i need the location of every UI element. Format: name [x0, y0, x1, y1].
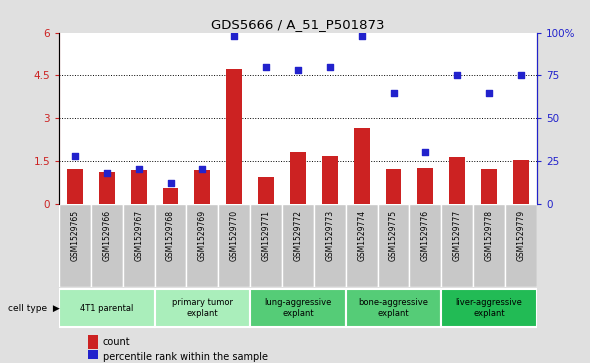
Bar [227, 69, 242, 204]
FancyBboxPatch shape [378, 204, 409, 287]
Text: primary tumor
explant: primary tumor explant [172, 298, 233, 318]
Bar [418, 168, 433, 204]
FancyBboxPatch shape [155, 289, 250, 327]
Bar [450, 158, 465, 204]
Text: lung-aggressive
explant: lung-aggressive explant [264, 298, 332, 318]
Bar [481, 169, 497, 204]
Bar [99, 172, 114, 204]
Text: GSM1529778: GSM1529778 [484, 210, 494, 261]
Point [357, 33, 366, 39]
FancyBboxPatch shape [250, 204, 282, 287]
Text: GSM1529772: GSM1529772 [293, 210, 303, 261]
FancyBboxPatch shape [441, 204, 473, 287]
Point [134, 167, 143, 172]
Bar [322, 156, 337, 204]
Text: 4T1 parental: 4T1 parental [80, 303, 133, 313]
Point [325, 64, 335, 70]
FancyBboxPatch shape [346, 204, 378, 287]
Point [421, 150, 430, 155]
Title: GDS5666 / A_51_P501873: GDS5666 / A_51_P501873 [211, 19, 385, 32]
FancyBboxPatch shape [505, 204, 537, 287]
Bar [386, 169, 401, 204]
FancyBboxPatch shape [314, 204, 346, 287]
FancyBboxPatch shape [59, 289, 155, 327]
Point [102, 170, 112, 176]
FancyBboxPatch shape [186, 204, 218, 287]
Bar [195, 170, 210, 204]
Point [293, 68, 303, 73]
Point [230, 33, 239, 39]
Bar [67, 169, 83, 204]
Text: GSM1529773: GSM1529773 [325, 210, 335, 261]
Text: GSM1529766: GSM1529766 [102, 210, 112, 261]
Point [484, 90, 494, 95]
Point [198, 167, 207, 172]
Point [453, 73, 462, 78]
FancyBboxPatch shape [346, 289, 441, 327]
Text: GSM1529768: GSM1529768 [166, 210, 175, 261]
Text: GSM1529777: GSM1529777 [453, 210, 462, 261]
Bar [88, 335, 98, 349]
Text: GSM1529770: GSM1529770 [230, 210, 239, 261]
FancyBboxPatch shape [282, 204, 314, 287]
FancyBboxPatch shape [59, 204, 91, 287]
Point [166, 180, 175, 186]
FancyBboxPatch shape [473, 204, 505, 287]
Bar [163, 188, 179, 204]
FancyBboxPatch shape [409, 204, 441, 287]
Text: GSM1529771: GSM1529771 [261, 210, 271, 261]
FancyBboxPatch shape [441, 289, 537, 327]
Point [516, 73, 526, 78]
FancyBboxPatch shape [218, 204, 250, 287]
FancyBboxPatch shape [155, 204, 186, 287]
Text: GSM1529779: GSM1529779 [516, 210, 526, 261]
Text: bone-aggressive
explant: bone-aggressive explant [359, 298, 428, 318]
Text: GSM1529767: GSM1529767 [134, 210, 143, 261]
Bar [353, 128, 369, 204]
Point [389, 90, 398, 95]
Text: GSM1529776: GSM1529776 [421, 210, 430, 261]
Point [261, 64, 271, 70]
Bar [258, 176, 274, 204]
Text: count: count [103, 337, 130, 347]
Bar [290, 152, 306, 204]
Text: GSM1529774: GSM1529774 [357, 210, 366, 261]
FancyBboxPatch shape [91, 204, 123, 287]
Bar [513, 160, 529, 204]
Text: liver-aggressive
explant: liver-aggressive explant [455, 298, 523, 318]
FancyBboxPatch shape [123, 204, 155, 287]
Text: GSM1529775: GSM1529775 [389, 210, 398, 261]
Text: percentile rank within the sample: percentile rank within the sample [103, 352, 268, 362]
Bar [131, 170, 146, 204]
FancyBboxPatch shape [250, 289, 346, 327]
Text: cell type  ▶: cell type ▶ [8, 303, 60, 313]
Bar [88, 350, 98, 363]
Point [70, 153, 80, 159]
Text: GSM1529769: GSM1529769 [198, 210, 207, 261]
Text: GSM1529765: GSM1529765 [70, 210, 80, 261]
